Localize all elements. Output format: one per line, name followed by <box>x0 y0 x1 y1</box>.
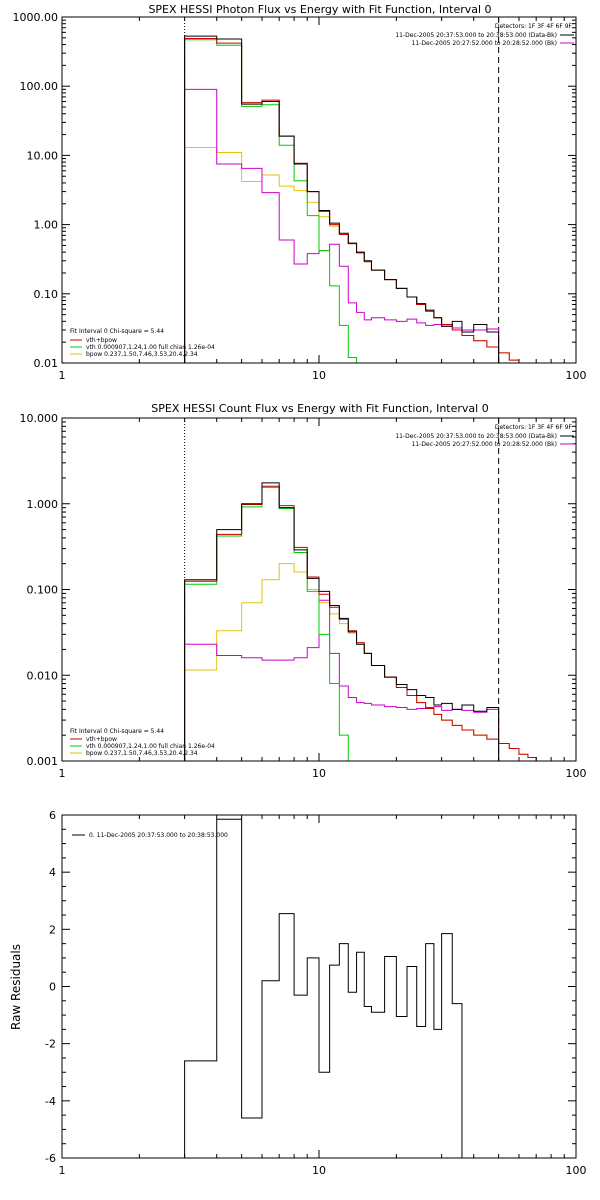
residuals-series <box>184 818 463 1158</box>
photon-fit-bpow-label: bpow 0.237,1.50,7.46,3.53,20.4,2.34 <box>86 351 198 358</box>
count-flux-panel: SPEX HESSI Count Flux vs Energy with Fit… <box>20 402 587 780</box>
y-tick-label: 0.01 <box>34 357 59 370</box>
series-data <box>184 482 500 761</box>
photon-flux-legend-fit: Fit Interval 0 Chi-square = 5.44 vth+bpo… <box>70 328 215 358</box>
x-tick-label: 1 <box>59 369 66 382</box>
y-tick-label: 10.000 <box>20 412 59 425</box>
count-fit-bpow-label: bpow 0.237,1.50,7.46,3.53,20.4,2.34 <box>86 750 198 757</box>
y-tick-label: 0.100 <box>27 584 59 597</box>
y-tick-label: 1000.00 <box>13 11 59 24</box>
y-tick-label: 0 <box>49 981 56 994</box>
count-flux-title: SPEX HESSI Count Flux vs Energy with Fit… <box>151 402 488 415</box>
x-tick-label: 10 <box>312 767 326 780</box>
photon-flux-panel: SPEX HESSI Photon Flux vs Energy with Fi… <box>13 3 587 382</box>
series-data <box>184 818 463 1158</box>
count-flux-legend-fit: Fit Interval 0 Chi-square = 5.44 vth+bpo… <box>70 728 215 757</box>
y-tick-label: -6 <box>45 1152 56 1165</box>
x-tick-label: 10 <box>312 369 326 382</box>
x-tick-label: 100 <box>566 767 587 780</box>
series-total <box>184 485 544 762</box>
series-data <box>184 35 500 363</box>
y-tick-label: 2 <box>49 923 56 936</box>
series-bpow <box>184 147 520 363</box>
count-flux-series <box>184 482 544 762</box>
count-fit-vth-label: vth 0.000907,1.24,1.00 full chian 1.26e-… <box>86 743 215 750</box>
residuals-panel: 1 10 100 -6 -4 -2 0 2 4 6 Raw Residuals 0. 11-Dec… <box>9 809 587 1177</box>
residuals-axes: 1 10 100 -6 -4 -2 0 2 4 6 <box>45 809 586 1177</box>
photon-bk-label: 11-Dec-2005 20:27:52.000 to 20:28:52.000… <box>412 40 557 47</box>
y-tick-label: 4 <box>49 866 56 879</box>
y-tick-label: -2 <box>45 1038 56 1051</box>
photon-flux-series <box>184 35 520 363</box>
series-total <box>184 37 520 363</box>
y-tick-label: 0.10 <box>34 288 59 301</box>
x-tick-label: 1 <box>59 1164 66 1177</box>
y-tick-label: -4 <box>45 1095 56 1108</box>
count-data-label: 11-Dec-2005 20:37:53.000 to 20:38:53.000… <box>395 433 557 440</box>
residuals-legend-label: 0. 11-Dec-2005 20:37:53.000 to 20:38:53.… <box>89 832 228 839</box>
y-tick-label: 6 <box>49 809 56 822</box>
y-tick-label: 10.00 <box>27 149 59 162</box>
photon-fit-header: Fit Interval 0 Chi-square = 5.44 <box>70 328 164 335</box>
photon-detectors-text: Detectors: 1F 3F 4F 6F 9F <box>495 23 573 30</box>
photon-fit-vth-label: vth 0.000907,1.24,1.00 full chian 1.26e-… <box>86 344 215 351</box>
x-tick-label: 100 <box>566 369 587 382</box>
series-bpow <box>184 563 544 762</box>
photon-flux-axes: 1 10 100 0.01 0.10 1.00 10.00 100.00 1000.00 <box>13 11 587 382</box>
photon-fit-total-label: vth+bpow <box>86 337 117 344</box>
count-flux-axes: 1 10 100 0.001 0.010 0.100 1.000 10.000 <box>20 412 587 780</box>
y-tick-label: 100.00 <box>20 80 59 93</box>
residuals-y-axis-label: Raw Residuals <box>9 944 23 1030</box>
count-fit-total-label: vth+bpow <box>86 736 117 743</box>
series-background <box>184 599 500 761</box>
count-bk-label: 11-Dec-2005 20:27:52.000 to 20:28:52.000… <box>412 441 557 448</box>
y-tick-label: 1.000 <box>27 498 59 511</box>
y-tick-label: 1.00 <box>34 219 59 232</box>
count-detectors-text: Detectors: 1F 3F 4F 6F 9F <box>495 424 573 431</box>
photon-flux-markers <box>184 17 500 363</box>
photon-flux-title: SPEX HESSI Photon Flux vs Energy with Fi… <box>148 3 491 16</box>
photon-data-label: 11-Dec-2005 20:37:53.000 to 20:38:53.000… <box>395 32 557 39</box>
count-fit-header: Fit Interval 0 Chi-square = 5.44 <box>70 728 164 735</box>
photon-flux-legend-top: Detectors: 1F 3F 4F 6F 9F 11-Dec-2005 20… <box>395 23 574 47</box>
x-tick-label: 100 <box>566 1164 587 1177</box>
y-tick-label: 0.001 <box>27 755 59 768</box>
residuals-legend: 0. 11-Dec-2005 20:37:53.000 to 20:38:53.… <box>72 832 228 839</box>
y-tick-label: 0.010 <box>27 669 59 682</box>
count-flux-legend-top: Detectors: 1F 3F 4F 6F 9F 11-Dec-2005 20… <box>395 424 574 448</box>
count-flux-markers <box>184 418 500 761</box>
series-vth <box>184 486 349 761</box>
series-background <box>184 88 500 363</box>
series-vth <box>184 39 358 363</box>
x-tick-label: 1 <box>59 767 66 780</box>
x-tick-label: 10 <box>312 1164 326 1177</box>
